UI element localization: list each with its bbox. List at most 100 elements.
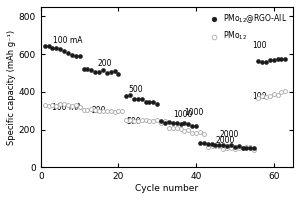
PMo$_{12}$@RGO-AIL: [58, 47, 63, 50]
Point: [132, 119, 136, 122]
Text: 100 mA: 100 mA: [53, 36, 83, 45]
PMo$_{12}$@RGO-AIL: [62, 50, 67, 53]
Point: [97, 110, 101, 113]
Point: [132, 97, 136, 100]
PMo$_{12}$: [62, 103, 67, 106]
Point: [139, 97, 144, 100]
Text: 1000: 1000: [184, 108, 204, 117]
Point: [93, 109, 98, 112]
Point: [163, 121, 167, 124]
Point: [108, 71, 113, 74]
Point: [252, 148, 257, 151]
PMo$_{12}$@RGO-AIL: [46, 44, 51, 48]
Point: [240, 146, 245, 149]
X-axis label: Cycle number: Cycle number: [135, 184, 199, 193]
Point: [271, 93, 276, 96]
Point: [81, 108, 86, 111]
Point: [143, 100, 148, 104]
Point: [135, 119, 140, 123]
Point: [275, 58, 280, 61]
Point: [167, 121, 171, 124]
Point: [100, 109, 105, 112]
Point: [97, 70, 101, 73]
PMo$_{12}$@RGO-AIL: [42, 44, 47, 47]
Point: [229, 143, 233, 146]
Point: [217, 143, 222, 147]
Point: [201, 132, 206, 135]
Point: [256, 59, 260, 62]
Point: [178, 123, 183, 126]
PMo$_{12}$: [74, 103, 78, 107]
Point: [267, 94, 272, 98]
Point: [81, 68, 86, 71]
Point: [194, 124, 198, 127]
Legend: PMo$_{12}$@RGO-AIL, PMo$_{12}$: PMo$_{12}$@RGO-AIL, PMo$_{12}$: [204, 11, 289, 44]
PMo$_{12}$: [50, 103, 55, 107]
Point: [128, 118, 133, 121]
Point: [248, 145, 253, 149]
Point: [217, 145, 222, 148]
Point: [229, 146, 233, 149]
Point: [260, 61, 264, 64]
PMo$_{12}$@RGO-AIL: [70, 53, 74, 57]
Point: [159, 122, 164, 125]
Point: [163, 119, 167, 123]
Point: [182, 130, 187, 133]
Point: [256, 96, 260, 99]
Point: [116, 109, 121, 113]
Point: [178, 127, 183, 131]
Text: 200: 200: [91, 106, 106, 115]
Point: [170, 127, 175, 130]
PMo$_{12}$@RGO-AIL: [77, 54, 82, 58]
Point: [279, 90, 284, 93]
Point: [271, 59, 276, 62]
Point: [139, 119, 144, 122]
Point: [167, 126, 171, 129]
Point: [182, 122, 187, 125]
Point: [252, 147, 257, 150]
PMo$_{12}$: [54, 105, 59, 108]
Point: [232, 146, 237, 149]
Point: [174, 127, 179, 130]
Point: [135, 97, 140, 100]
Point: [124, 94, 129, 97]
Point: [248, 146, 253, 149]
Point: [89, 69, 94, 72]
Point: [124, 119, 129, 122]
Point: [213, 144, 218, 148]
Point: [205, 145, 210, 148]
Point: [155, 102, 160, 105]
Point: [89, 108, 94, 111]
Point: [104, 71, 109, 74]
PMo$_{12}$: [66, 103, 70, 106]
Point: [197, 141, 202, 144]
Point: [244, 146, 249, 149]
PMo$_{12}$@RGO-AIL: [74, 54, 78, 57]
Point: [283, 89, 288, 92]
Point: [104, 109, 109, 113]
Point: [155, 119, 160, 122]
Point: [159, 120, 164, 123]
Text: 500: 500: [128, 85, 143, 94]
Point: [147, 119, 152, 122]
Point: [151, 119, 156, 122]
Point: [275, 93, 280, 96]
PMo$_{12}$@RGO-AIL: [54, 47, 59, 50]
Text: 2000: 2000: [219, 130, 239, 139]
Point: [267, 58, 272, 61]
PMo$_{12}$: [77, 106, 82, 109]
Y-axis label: Specific capacity (mAh g⁻¹): Specific capacity (mAh g⁻¹): [7, 30, 16, 145]
Point: [120, 109, 125, 113]
Point: [209, 142, 214, 145]
Point: [190, 124, 195, 128]
Point: [240, 146, 245, 149]
Point: [279, 57, 284, 60]
Point: [260, 95, 264, 98]
Point: [205, 143, 210, 146]
Point: [225, 144, 230, 148]
PMo$_{12}$@RGO-AIL: [50, 47, 55, 50]
Point: [174, 122, 179, 125]
Point: [116, 73, 121, 76]
Point: [221, 147, 226, 150]
Point: [197, 130, 202, 133]
